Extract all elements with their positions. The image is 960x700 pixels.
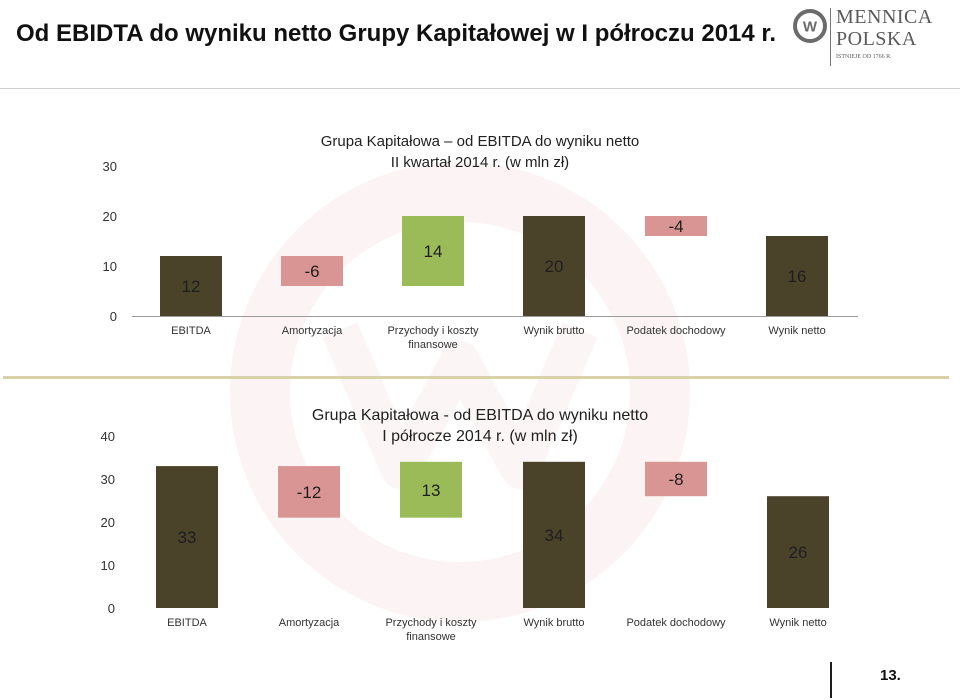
y-tick-label: 20 bbox=[101, 515, 115, 530]
y-tick-label: 30 bbox=[103, 159, 117, 174]
bar-negative bbox=[278, 466, 340, 518]
logo-wordmark: MENNICA POLSKA bbox=[836, 6, 933, 50]
chart-title-line: Grupa Kapitałowa - od EBITDA do wyniku n… bbox=[311, 407, 649, 424]
mennica-emblem-icon: W bbox=[793, 9, 827, 43]
header-separator bbox=[0, 88, 960, 89]
logo-tagline: ISTNIEJE OD 1766 R. bbox=[836, 54, 892, 60]
y-tick-label: 20 bbox=[103, 209, 117, 224]
category-label: Wynik netto bbox=[769, 617, 826, 629]
chart-plot: 0 10 20 30 12 EBITDA -6 Amortyzacja 14 Przychody … bbox=[103, 159, 858, 351]
data-label: -8 bbox=[668, 470, 683, 489]
data-label: 14 bbox=[424, 242, 443, 261]
bar-negative bbox=[645, 216, 707, 236]
chart-subtitle-line: I półrocze 2014 r. (w mln zł) bbox=[382, 428, 578, 445]
y-tick-label: 0 bbox=[108, 601, 115, 616]
category-label: Wynik netto bbox=[768, 325, 825, 337]
category-label: Podatek dochodowy bbox=[626, 617, 726, 629]
data-label: 13 bbox=[422, 481, 441, 500]
category-label: Wynik brutto bbox=[523, 325, 584, 337]
chart-title: Grupa Kapitałowa - od EBITDA do wyniku n… bbox=[0, 405, 960, 447]
page-title: Od EBIDTA do wyniku netto Grupy Kapitało… bbox=[16, 20, 777, 47]
bar-total bbox=[160, 256, 222, 316]
data-label: 12 bbox=[182, 277, 201, 296]
chart-divider bbox=[3, 376, 949, 379]
y-tick-label: 10 bbox=[103, 259, 117, 274]
bar-positive bbox=[400, 461, 462, 518]
logo-line-2: POLSKA bbox=[836, 28, 917, 50]
data-label: -6 bbox=[304, 262, 319, 281]
bar-total bbox=[766, 236, 828, 316]
logo-divider bbox=[830, 8, 831, 66]
chart-q2: Grupa Kapitałowa – od EBITDA do wyniku n… bbox=[0, 131, 960, 351]
mennica-polska-logo: W MENNICA POLSKA ISTNIEJE OD 1766 R. bbox=[790, 4, 950, 68]
chart-plot: 0 10 20 30 40 33 EBITDA -12 Amortyzacja 13 Przycho… bbox=[101, 429, 829, 643]
bar-negative bbox=[645, 461, 707, 497]
chart-title: Grupa Kapitałowa – od EBITDA do wyniku n… bbox=[0, 131, 960, 173]
chart-subtitle-line: II kwartał 2014 r. (w mln zł) bbox=[390, 154, 570, 171]
category-label: Przychody i koszty bbox=[387, 325, 479, 337]
bar-total bbox=[523, 461, 585, 608]
bar-total bbox=[523, 216, 585, 316]
category-label: Amortyzacja bbox=[282, 325, 343, 337]
bar-total bbox=[767, 496, 829, 608]
page-number: 13. bbox=[880, 667, 901, 684]
data-label: -4 bbox=[668, 217, 683, 236]
logo-line-1: MENNICA bbox=[836, 6, 933, 28]
data-label: 33 bbox=[178, 528, 197, 547]
category-label: Amortyzacja bbox=[279, 617, 340, 629]
category-label: EBITDA bbox=[171, 325, 211, 337]
category-label: finansowe bbox=[408, 339, 458, 351]
data-label: 34 bbox=[545, 526, 564, 545]
bar-negative bbox=[281, 256, 343, 286]
chart-title-line: Grupa Kapitałowa – od EBITDA do wyniku n… bbox=[320, 133, 640, 150]
data-label: -12 bbox=[297, 483, 322, 502]
y-tick-label: 10 bbox=[101, 558, 115, 573]
bar-total bbox=[156, 466, 218, 608]
data-label: 16 bbox=[788, 267, 807, 286]
y-tick-label: 30 bbox=[101, 472, 115, 487]
category-label: Podatek dochodowy bbox=[626, 325, 726, 337]
category-label: EBITDA bbox=[167, 617, 207, 629]
y-tick-label: 0 bbox=[110, 309, 117, 324]
data-label: 20 bbox=[545, 257, 564, 276]
data-label: 26 bbox=[789, 543, 808, 562]
chart-h1: Grupa Kapitałowa - od EBITDA do wyniku n… bbox=[0, 405, 960, 643]
category-label: Wynik brutto bbox=[523, 617, 584, 629]
bar-positive bbox=[402, 216, 464, 286]
category-label: finansowe bbox=[406, 631, 456, 643]
y-tick-label: 40 bbox=[101, 429, 115, 444]
footer-bar bbox=[830, 662, 832, 698]
category-label: Przychody i koszty bbox=[385, 617, 477, 629]
svg-text:W: W bbox=[803, 19, 818, 36]
